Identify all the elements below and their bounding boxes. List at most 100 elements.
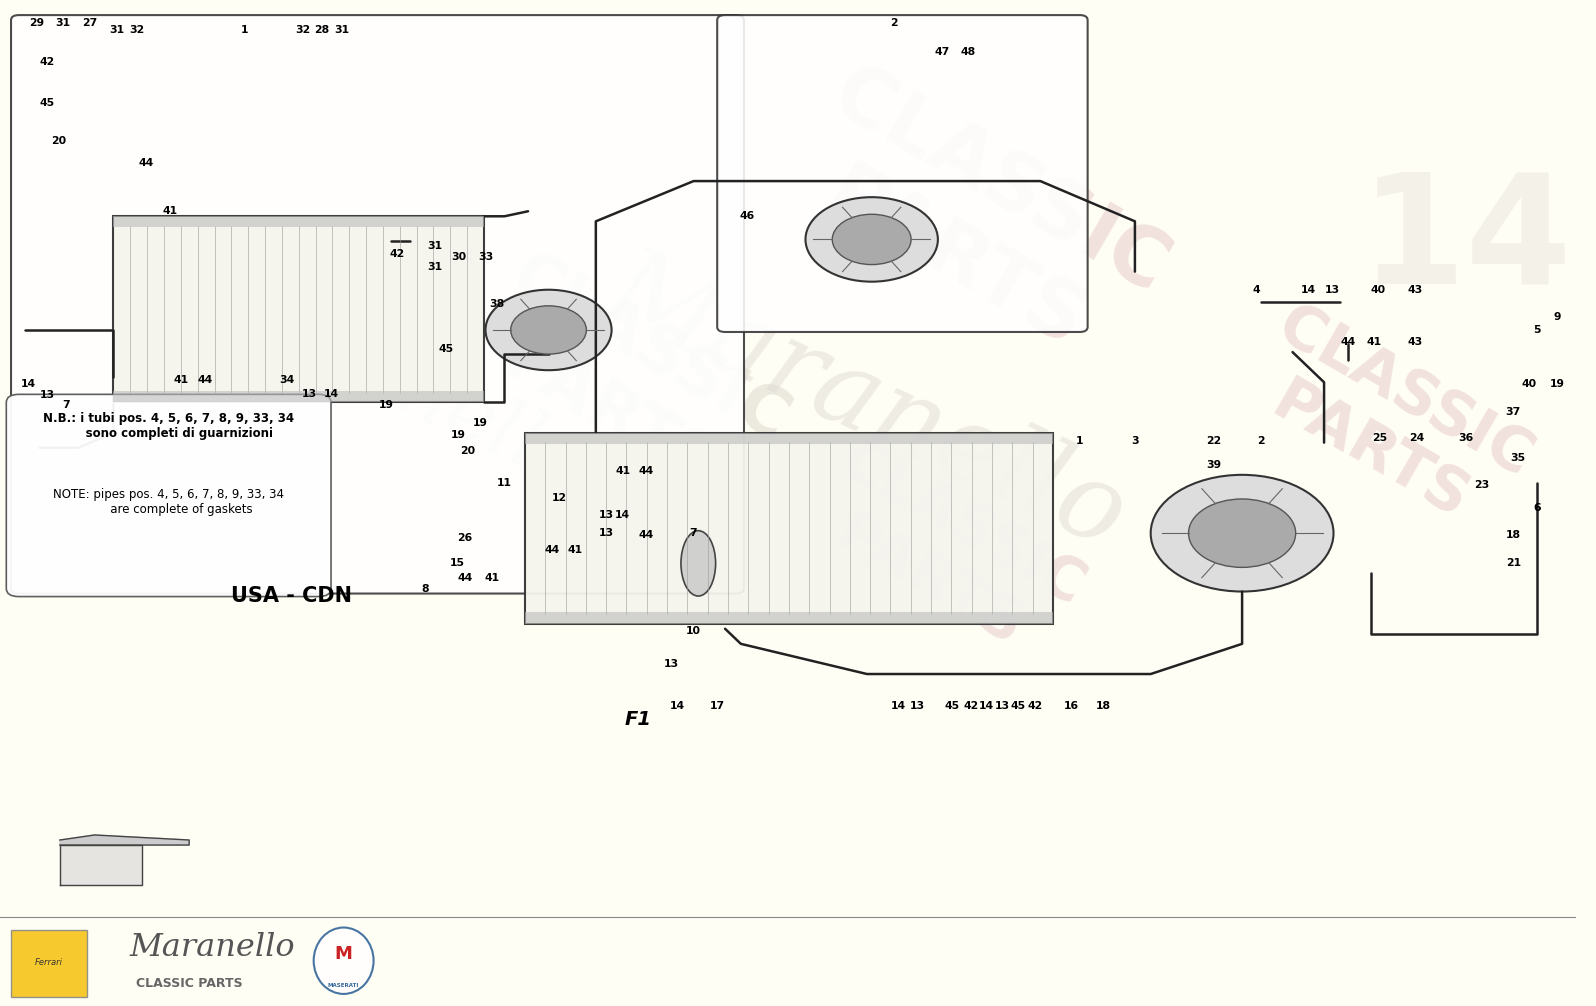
FancyBboxPatch shape [11, 930, 86, 997]
Bar [113, 216, 484, 227]
Text: 45: 45 [40, 98, 54, 108]
Text: 13: 13 [40, 390, 54, 400]
Polygon shape [61, 835, 190, 845]
Text: 15: 15 [450, 558, 464, 568]
Text: 16: 16 [1065, 701, 1079, 711]
Text: 31: 31 [428, 241, 442, 252]
Bar [525, 433, 1053, 444]
Bar [113, 391, 484, 402]
FancyBboxPatch shape [6, 394, 330, 597]
Text: 14: 14 [891, 701, 907, 711]
Text: 33: 33 [477, 252, 493, 262]
Text: 41: 41 [614, 466, 630, 476]
Ellipse shape [314, 928, 373, 994]
Text: 13: 13 [910, 701, 926, 711]
Text: CLASSIC
PARTS: CLASSIC PARTS [798, 433, 1093, 674]
Text: 44: 44 [638, 530, 654, 540]
Text: 37: 37 [1505, 407, 1521, 417]
Text: 31: 31 [56, 18, 70, 28]
Text: 20: 20 [461, 446, 476, 456]
Text: 5: 5 [1534, 325, 1540, 335]
Text: 39: 39 [1207, 460, 1221, 470]
Text: 7: 7 [689, 528, 697, 538]
Text: 14: 14 [980, 701, 994, 711]
Text: NOTE: pipes pos. 4, 5, 6, 7, 8, 9, 33, 34
       are complete of gaskets: NOTE: pipes pos. 4, 5, 6, 7, 8, 9, 33, 3… [53, 488, 284, 516]
Text: 2: 2 [891, 18, 897, 28]
Text: 44: 44 [458, 573, 472, 583]
Text: 41: 41 [568, 545, 583, 555]
Text: Maranello: Maranello [188, 260, 598, 505]
Text: 42: 42 [1028, 701, 1044, 711]
Polygon shape [61, 845, 142, 885]
Bar [525, 613, 1053, 624]
Text: 13: 13 [1325, 285, 1339, 295]
Text: 41: 41 [163, 206, 177, 216]
Text: 11: 11 [496, 478, 512, 488]
Text: CLASSIC
PARTS: CLASSIC PARTS [774, 55, 1181, 387]
Text: 43: 43 [1408, 285, 1424, 295]
Text: 9: 9 [1553, 312, 1561, 322]
Text: F1: F1 [626, 710, 651, 728]
FancyBboxPatch shape [11, 15, 744, 594]
Text: 46: 46 [739, 211, 755, 221]
Text: 42: 42 [964, 701, 978, 711]
Text: 19: 19 [474, 417, 488, 428]
Text: 44: 44 [139, 158, 155, 168]
Text: 24: 24 [1409, 433, 1425, 443]
Text: 48: 48 [961, 47, 975, 57]
Text: 18: 18 [1096, 701, 1111, 711]
Text: 13: 13 [600, 510, 614, 520]
Text: 41: 41 [1366, 337, 1382, 347]
Text: 14: 14 [1301, 285, 1315, 295]
Text: 13: 13 [302, 389, 316, 399]
Text: 1: 1 [1076, 436, 1084, 446]
Text: CLASSIC PARTS: CLASSIC PARTS [136, 978, 243, 990]
Text: 17: 17 [710, 701, 725, 711]
Text: 42: 42 [40, 57, 54, 67]
Bar [113, 216, 484, 402]
Text: 31: 31 [109, 25, 124, 35]
Text: 25: 25 [1371, 433, 1387, 443]
Text: 1: 1 [241, 25, 247, 35]
Text: 21: 21 [1505, 558, 1521, 568]
Text: 13: 13 [600, 528, 614, 538]
Text: 7: 7 [62, 400, 70, 410]
Text: 32: 32 [295, 25, 310, 35]
Text: 4: 4 [1253, 285, 1261, 295]
Text: 14: 14 [614, 510, 630, 520]
Text: 23: 23 [1475, 480, 1489, 490]
Text: 31: 31 [428, 262, 442, 272]
Text: 31: 31 [335, 25, 350, 35]
FancyBboxPatch shape [717, 15, 1087, 332]
Circle shape [1189, 499, 1296, 567]
Text: 19: 19 [1550, 379, 1564, 389]
Text: 2: 2 [1258, 436, 1264, 446]
Text: 42: 42 [389, 248, 405, 259]
Text: 13: 13 [664, 659, 678, 669]
Text: 20: 20 [51, 136, 65, 146]
Text: 14: 14 [1360, 167, 1572, 316]
Text: 27: 27 [83, 18, 97, 28]
Text: 14: 14 [670, 701, 685, 711]
Text: 14: 14 [21, 379, 37, 389]
Text: MASERATI: MASERATI [327, 984, 359, 988]
Text: 41: 41 [174, 375, 188, 385]
Text: 29: 29 [29, 18, 43, 28]
Text: 36: 36 [1459, 433, 1473, 443]
Text: 8: 8 [421, 583, 429, 594]
Text: 22: 22 [1207, 436, 1221, 446]
Text: 18: 18 [1505, 530, 1521, 540]
Text: 32: 32 [129, 25, 145, 35]
Text: 44: 44 [198, 375, 212, 385]
Text: 19: 19 [452, 430, 466, 440]
Text: 3: 3 [1132, 436, 1138, 446]
Text: USA - CDN: USA - CDN [231, 585, 353, 606]
Bar [525, 433, 1053, 624]
Text: 12: 12 [552, 493, 567, 503]
Text: 45: 45 [1010, 701, 1026, 711]
Text: 30: 30 [452, 252, 466, 262]
Text: 41: 41 [484, 573, 500, 583]
Text: 45: 45 [945, 701, 959, 711]
Text: 19: 19 [378, 400, 394, 410]
Text: Maranello: Maranello [129, 933, 295, 963]
